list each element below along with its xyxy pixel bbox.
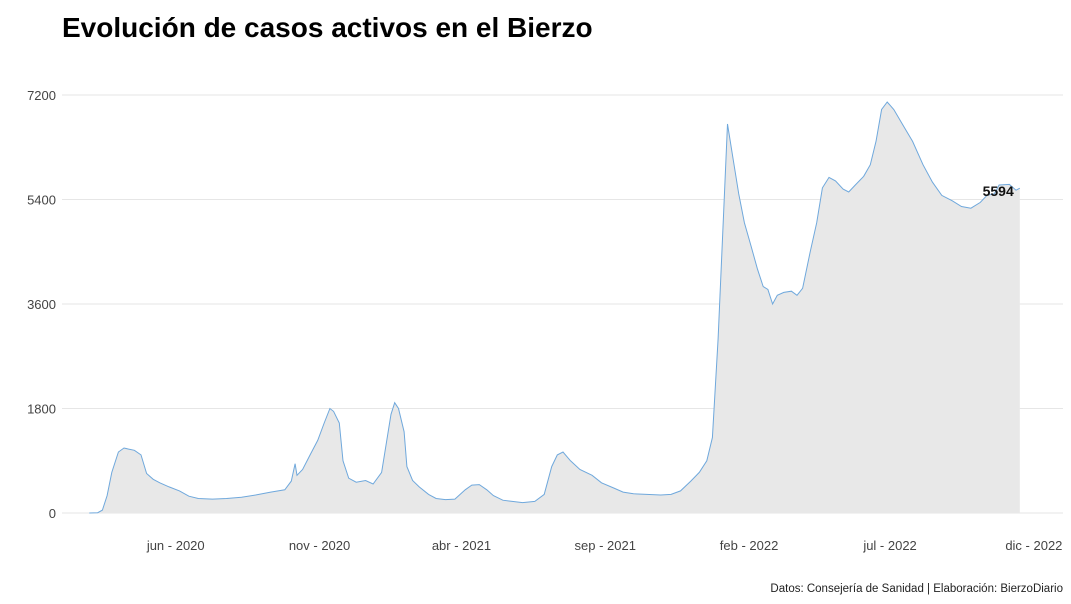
y-tick-label: 5400 xyxy=(27,193,56,208)
x-tick-label: feb - 2022 xyxy=(720,538,779,553)
x-tick-label: jun - 2020 xyxy=(146,538,205,553)
x-tick-label: nov - 2020 xyxy=(289,538,350,553)
x-tick-label: jul - 2022 xyxy=(862,538,916,553)
x-tick-label: sep - 2021 xyxy=(575,538,636,553)
y-axis: 0 1800 3600 5400 7200 xyxy=(27,88,56,521)
series-line xyxy=(89,101,1021,514)
x-axis: jun - 2020 nov - 2020 abr - 2021 sep - 2021… xyxy=(146,538,1063,553)
y-tick-label: 7200 xyxy=(27,88,56,103)
chart-title: Evolución de casos activos en el Bierzo xyxy=(62,12,593,43)
y-tick-label: 3600 xyxy=(27,297,56,312)
y-tick-label: 0 xyxy=(49,506,56,521)
y-tick-label: 1800 xyxy=(27,402,56,417)
end-value-label: 5594 xyxy=(983,183,1014,199)
x-tick-label: dic - 2022 xyxy=(1005,538,1062,553)
x-tick-label: abr - 2021 xyxy=(432,538,491,553)
series-area xyxy=(89,102,1020,513)
source-note: Datos: Consejería de Sanidad | Elaboraci… xyxy=(770,583,1063,595)
